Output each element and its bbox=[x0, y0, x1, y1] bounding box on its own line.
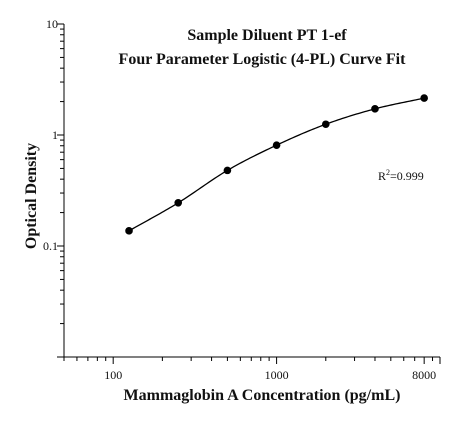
y-tick-label: 10 bbox=[46, 17, 58, 31]
x-tick-label: 1000 bbox=[265, 368, 289, 382]
x-axis-title: Mammaglobin A Concentration (pg/mL) bbox=[124, 387, 401, 404]
y-ticks: 0.1 1 10 bbox=[43, 17, 64, 358]
r-squared-value: =0.999 bbox=[390, 169, 424, 183]
data-points bbox=[125, 94, 428, 235]
r-squared-superscript: 2 bbox=[386, 168, 390, 177]
data-point bbox=[272, 141, 281, 149]
x-tick-label: 8000 bbox=[412, 368, 436, 382]
data-point bbox=[420, 94, 428, 102]
data-point bbox=[223, 166, 232, 175]
data-point bbox=[174, 199, 183, 207]
y-axis-title: Optical Density bbox=[23, 143, 40, 249]
plot-frame bbox=[63, 24, 440, 358]
fit-curve-group bbox=[128, 97, 425, 232]
chart-title-line-2: Four Parameter Logistic (4-PL) Curve Fit bbox=[119, 51, 407, 68]
y-tick-label: 1 bbox=[52, 128, 58, 142]
data-point bbox=[321, 120, 330, 129]
fit-curve bbox=[128, 97, 425, 232]
r-squared-base: R bbox=[378, 169, 386, 183]
data-point bbox=[125, 227, 133, 235]
data-point bbox=[371, 105, 379, 113]
chart-title-line-1: Sample Diluent PT 1-ef bbox=[187, 27, 347, 44]
y-tick-label: 0.1 bbox=[43, 239, 58, 253]
x-ticks: 100 1000 8000 bbox=[63, 357, 441, 382]
x-tick-label: 100 bbox=[104, 368, 122, 382]
r-squared-annotation: R2=0.999 bbox=[378, 168, 424, 183]
